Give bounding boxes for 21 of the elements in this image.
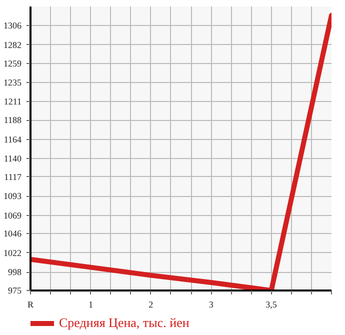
y-tick-label: 1069 [4, 210, 22, 220]
y-tick-label: 1188 [4, 115, 22, 126]
y-tick-label: 1211 [4, 96, 22, 107]
y-tick-label: 1306 [4, 20, 22, 31]
x-tick-label: 3 [208, 300, 214, 310]
y-tick-label: 975 [8, 286, 22, 296]
y-tick-label: 1259 [4, 58, 22, 68]
legend-label: Средняя Цена, тыс. йен [59, 315, 190, 331]
y-tick-label: 1164 [4, 134, 22, 144]
y-tick-label: 1117 [4, 172, 22, 182]
y-tick-label: 1093 [4, 191, 22, 202]
y-tick-label: 1235 [4, 78, 22, 88]
y-tick-label: 998 [8, 267, 22, 278]
x-tick-label: R [28, 300, 34, 310]
y-tick-label: 1046 [4, 228, 22, 239]
y-tick-label: 1282 [4, 40, 22, 50]
x-tick-label: 1 [88, 300, 93, 310]
x-tick-label: 3,5 [266, 300, 278, 310]
x-tick-label: 2 [148, 300, 154, 310]
y-tick-label: 1140 [4, 154, 22, 164]
y-tick-label: 1022 [4, 248, 22, 258]
